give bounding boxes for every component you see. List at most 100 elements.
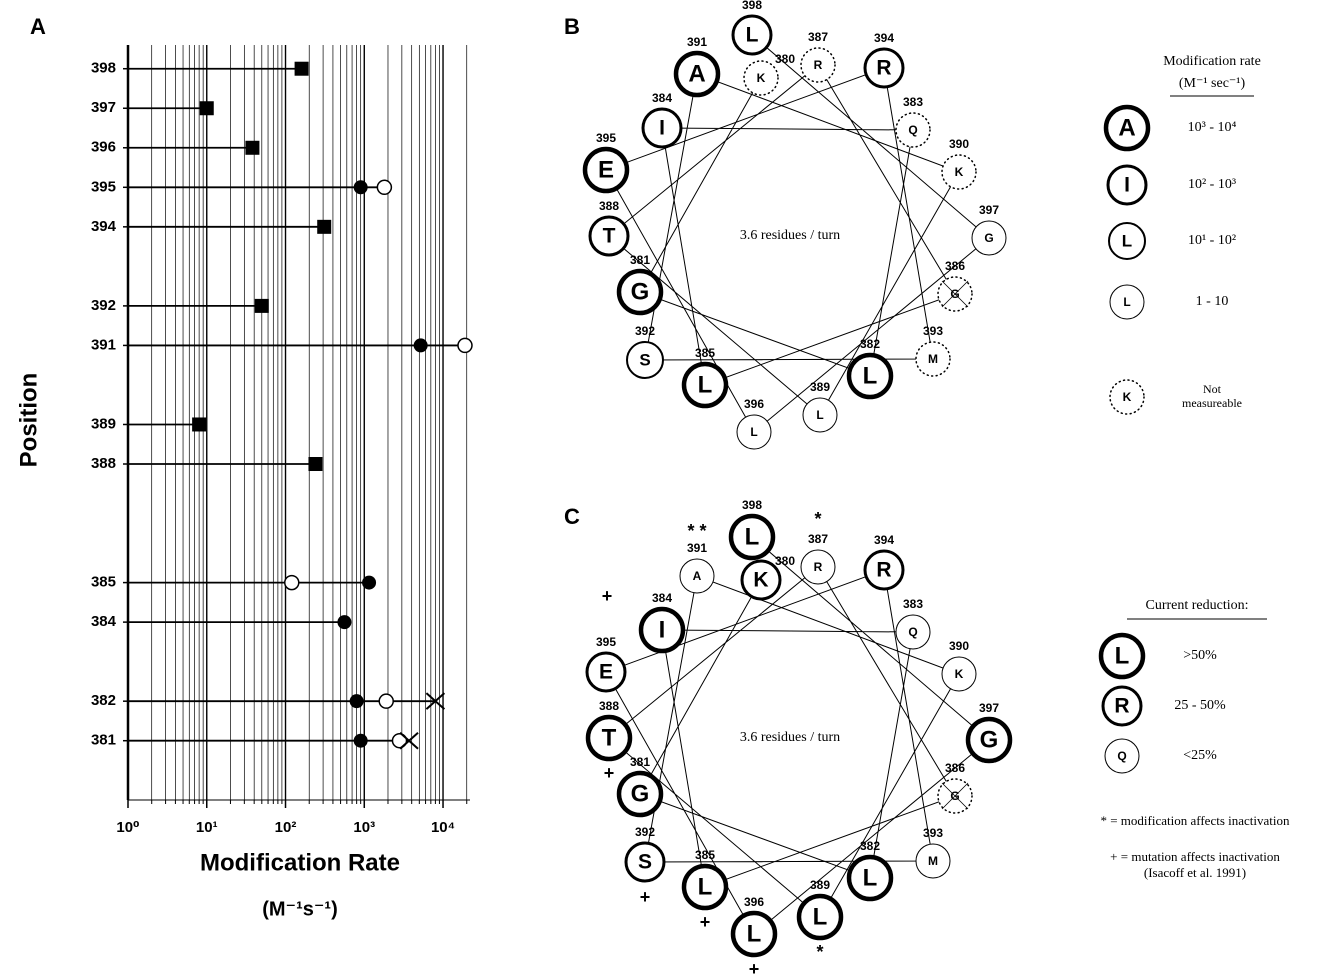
- marker: [353, 180, 368, 195]
- residue-ring: [895, 112, 931, 148]
- residue-letter: Q: [1117, 749, 1126, 763]
- marker: [254, 298, 269, 313]
- panel-letter: A: [30, 14, 46, 39]
- residue-number: 393: [923, 826, 943, 840]
- marker: [413, 338, 428, 353]
- residue-ring: [1109, 379, 1145, 415]
- residue-letter: I: [659, 616, 666, 643]
- wheel-center-label: 3.6 residues / turn: [740, 228, 840, 243]
- residue-number: 394: [874, 31, 894, 45]
- x-tick-label: 10⁴: [431, 819, 455, 836]
- residue-letter: K: [955, 165, 964, 179]
- residue-letter: R: [814, 58, 823, 72]
- residue-number: 386: [945, 259, 965, 273]
- x-tick-label: 10⁰: [116, 819, 139, 836]
- residue-letter: R: [876, 57, 891, 80]
- y-tick-label: 389: [91, 415, 116, 432]
- residue-letter: L: [813, 903, 828, 930]
- residue-letter: S: [639, 350, 650, 369]
- marker: [376, 179, 393, 196]
- residue-mark: +: [700, 912, 711, 932]
- residue-letter: M: [928, 352, 938, 366]
- residue-mark: *: [814, 509, 821, 529]
- residue-number: 383: [903, 597, 923, 611]
- y-tick-label: 382: [91, 692, 116, 709]
- residue-letter: I: [659, 117, 665, 140]
- residue-letter: M: [928, 854, 938, 868]
- residue-letter: R: [876, 559, 891, 582]
- marker: [425, 692, 446, 710]
- residue-letter: L: [863, 362, 878, 389]
- cross: [941, 280, 969, 308]
- residue-number: 384: [652, 591, 672, 605]
- residue-mark: +: [749, 959, 760, 979]
- residue-mark: +: [602, 586, 613, 606]
- residue-number: 392: [635, 324, 655, 338]
- residue-letter: L: [750, 425, 757, 439]
- marker: [391, 732, 408, 749]
- residue-letter: I: [1124, 174, 1130, 197]
- residue-ring: [730, 910, 778, 958]
- residue-number: 397: [979, 701, 999, 715]
- residue-ring: [846, 352, 894, 400]
- legend-label: 10³ - 10⁴: [1188, 120, 1237, 135]
- marker: [317, 219, 332, 234]
- marker: [308, 457, 323, 472]
- residue-letter: R: [814, 560, 823, 574]
- marker: [337, 615, 352, 630]
- y-tick-label: 392: [91, 297, 116, 314]
- residue-ring: [740, 559, 782, 601]
- residue-ring: [941, 656, 977, 692]
- residue-ring: [915, 341, 951, 377]
- residue-ring: [585, 651, 627, 693]
- residue-number: 385: [695, 346, 715, 360]
- residue-letter: L: [698, 873, 713, 900]
- y-tick-label: 381: [91, 732, 116, 749]
- residue-number: 386: [945, 761, 965, 775]
- residue-letter: K: [955, 667, 964, 681]
- legend-label: <25%: [1183, 748, 1217, 763]
- residue-ring: [915, 843, 951, 879]
- marker: [294, 61, 309, 76]
- residue-ring: [846, 854, 894, 902]
- residue-ring: [971, 220, 1007, 256]
- y-tick-label: 395: [91, 178, 116, 195]
- residue-ring: [681, 361, 729, 409]
- residue-number: 390: [949, 137, 969, 151]
- marker: [284, 574, 300, 591]
- residue-letter: L: [698, 371, 713, 398]
- residue-letter: S: [638, 851, 652, 874]
- y-tick-label: 384: [91, 613, 117, 630]
- residue-letter: L: [746, 24, 759, 47]
- residue-letter: G: [631, 780, 650, 807]
- residue-number: 398: [742, 0, 762, 12]
- residue-letter: G: [980, 726, 999, 753]
- residue-letter: L: [1122, 231, 1132, 250]
- residue-ring: [1103, 104, 1151, 152]
- panel-letter: C: [564, 504, 580, 529]
- residue-number: 397: [979, 203, 999, 217]
- residue-ring: [895, 614, 931, 650]
- residue-ring: [673, 50, 721, 98]
- residue-number: 383: [903, 95, 923, 109]
- residue-letter: L: [1123, 295, 1130, 309]
- legend-label: measureable: [1182, 396, 1242, 410]
- residue-ring: [626, 341, 664, 379]
- note: (Isacoff et al. 1991): [1144, 865, 1246, 880]
- residue-letter: L: [745, 523, 760, 550]
- residue-ring: [1098, 632, 1146, 680]
- residue-ring: [588, 215, 630, 257]
- residue-letter: A: [688, 60, 705, 87]
- cross: [941, 782, 969, 810]
- residue-mark: +: [604, 763, 615, 783]
- residue-letter: K: [1123, 390, 1132, 404]
- residue-ring: [582, 146, 630, 194]
- residue-number: 395: [596, 131, 616, 145]
- legend-title: Modification rate: [1163, 54, 1261, 69]
- residue-number: 384: [652, 91, 672, 105]
- residue-ring: [863, 549, 905, 591]
- note: + = mutation affects inactivation: [1110, 849, 1280, 864]
- residue-letter: E: [599, 661, 613, 684]
- residue-ring: [736, 414, 772, 450]
- residue-number: 395: [596, 635, 616, 649]
